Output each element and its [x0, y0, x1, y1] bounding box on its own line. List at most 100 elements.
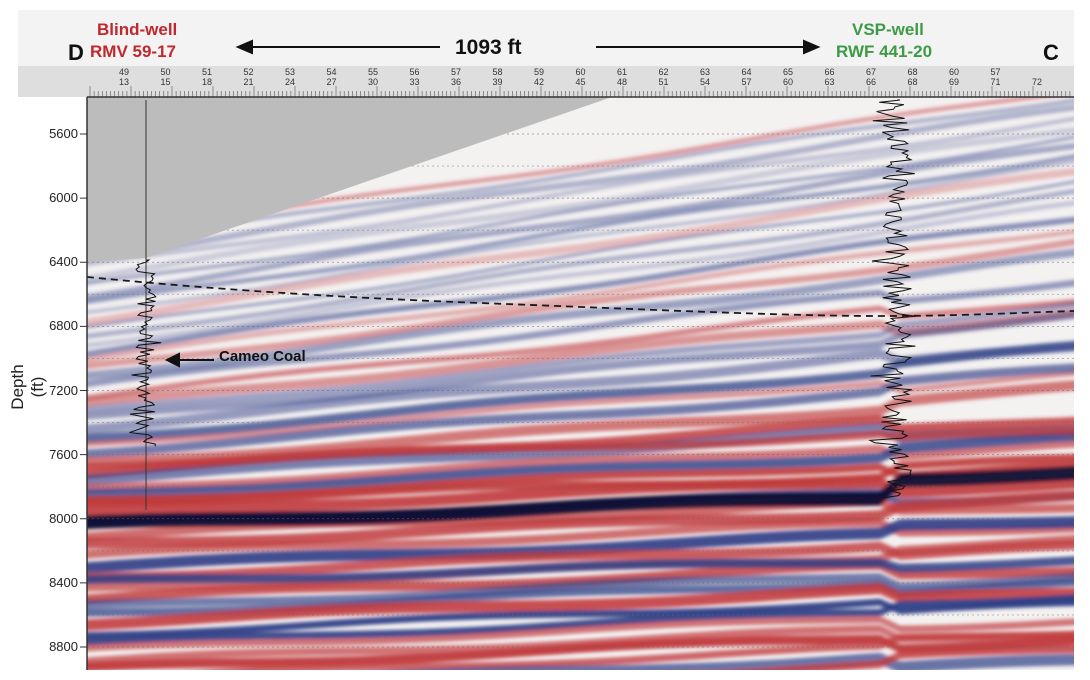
cameo-coal-label: Cameo Coal	[219, 348, 306, 365]
reflector	[87, 229, 1074, 363]
trace-number: 66	[824, 67, 834, 77]
vsp-well-log	[868, 99, 916, 499]
cameo-coal-horizon	[87, 276, 1074, 317]
trace-number: 13	[119, 77, 129, 87]
reflector	[87, 556, 1074, 584]
reflector	[87, 572, 1074, 609]
vsp-well-label: VSP-well	[852, 20, 924, 39]
trace-number: 42	[534, 77, 544, 87]
reflector	[87, 489, 1074, 549]
trace-number: 51	[658, 77, 668, 87]
reflector	[87, 598, 1074, 640]
reflector	[87, 200, 1074, 348]
blind-well-log	[129, 259, 162, 447]
reflector	[87, 298, 1074, 401]
vsp-well-name: RWF 441-20	[836, 42, 933, 61]
blind-well-name: RMV 59-17	[90, 42, 176, 61]
trace-number: 68	[907, 67, 917, 77]
trace-number: 48	[617, 77, 627, 87]
reflector	[87, 341, 1074, 435]
trace-number: 68	[907, 77, 917, 87]
y-tick-label: 5600	[49, 126, 78, 141]
trace-number: 27	[326, 77, 336, 87]
y-tick-label: 6000	[49, 190, 78, 206]
reflector	[87, 453, 1074, 507]
reflector	[87, 188, 1074, 339]
trace-number: 33	[409, 77, 419, 87]
reflector	[87, 308, 1074, 407]
reflector	[87, 216, 1074, 358]
reflector	[87, 238, 1074, 370]
trace-number: 21	[243, 77, 253, 87]
y-tick-label: 8000	[49, 510, 78, 526]
trace-number: 60	[575, 67, 585, 77]
reflector	[87, 98, 1074, 249]
reflector	[87, 116, 1074, 267]
trace-number: 18	[202, 77, 212, 87]
header-band	[18, 10, 1074, 66]
cameo-coal-arrow	[164, 352, 214, 368]
trace-ruler-ticks	[89, 86, 1071, 97]
distance-arrow	[235, 39, 821, 55]
reflector	[87, 248, 1074, 380]
y-tick-label: 7600	[49, 446, 78, 462]
reflector	[87, 180, 1074, 329]
trace-number: 45	[575, 77, 585, 87]
section-end-left: D	[68, 40, 84, 65]
reflector	[87, 310, 1074, 420]
trace-number: 55	[368, 67, 378, 77]
trace-number: 63	[824, 77, 834, 87]
trace-number: 52	[243, 67, 253, 77]
trace-number: 63	[700, 67, 710, 77]
trace-number: 39	[492, 77, 502, 87]
reflector	[87, 142, 1074, 301]
trace-number: 56	[409, 67, 419, 77]
reflector	[203, 630, 1074, 670]
reflector	[87, 615, 1074, 652]
reflector	[87, 97, 1055, 244]
trace-number: 49	[119, 67, 129, 77]
reflector	[87, 340, 1074, 444]
reflector	[87, 135, 1074, 285]
reflector	[87, 159, 1074, 315]
trace-number: 69	[949, 77, 959, 87]
trace-number: 58	[492, 67, 502, 77]
trace-number: 65	[783, 67, 793, 77]
no-data-mask	[87, 97, 612, 262]
trace-number: 60	[783, 77, 793, 87]
blind-well-label: Blind-well	[97, 20, 178, 39]
trace-number: 72	[1032, 77, 1042, 87]
trace-number: 24	[285, 77, 295, 87]
y-tick-label: 6400	[49, 254, 78, 270]
trace-number: 60	[949, 67, 959, 77]
reflector	[729, 645, 1074, 670]
trace-ruler-labels: 49 50 51 52 53 54 55 56 57 58 59 60 61 62 63 64 65 66 67 68…	[119, 67, 1042, 87]
reflector	[87, 167, 1074, 327]
trace-number: 57	[741, 77, 751, 87]
trace-number: 61	[617, 67, 627, 77]
reflector	[87, 380, 1074, 468]
reflector	[87, 594, 1074, 646]
trace-number: 71	[990, 77, 1000, 87]
trace-number: 64	[741, 67, 751, 77]
trace-number: 50	[160, 67, 170, 77]
reflector	[87, 465, 1074, 530]
trace-number: 62	[658, 67, 668, 77]
y-tick-label: 6800	[49, 318, 78, 334]
trace-number: 54	[700, 77, 710, 87]
reflector	[87, 516, 1074, 574]
trace-number: 30	[368, 77, 378, 87]
reflector	[87, 154, 1074, 305]
depth-ticks	[80, 133, 87, 648]
trace-number: 51	[202, 67, 212, 77]
plot-area	[87, 97, 1074, 670]
reflector	[87, 363, 1074, 459]
trace-number: 67	[866, 67, 876, 77]
reflector	[87, 634, 1074, 670]
trace-number: 57	[990, 67, 1000, 77]
trace-number: 57	[451, 67, 461, 77]
reflector	[87, 583, 1074, 631]
trace-number: 53	[285, 67, 295, 77]
y-tick-label: 8400	[49, 574, 78, 590]
